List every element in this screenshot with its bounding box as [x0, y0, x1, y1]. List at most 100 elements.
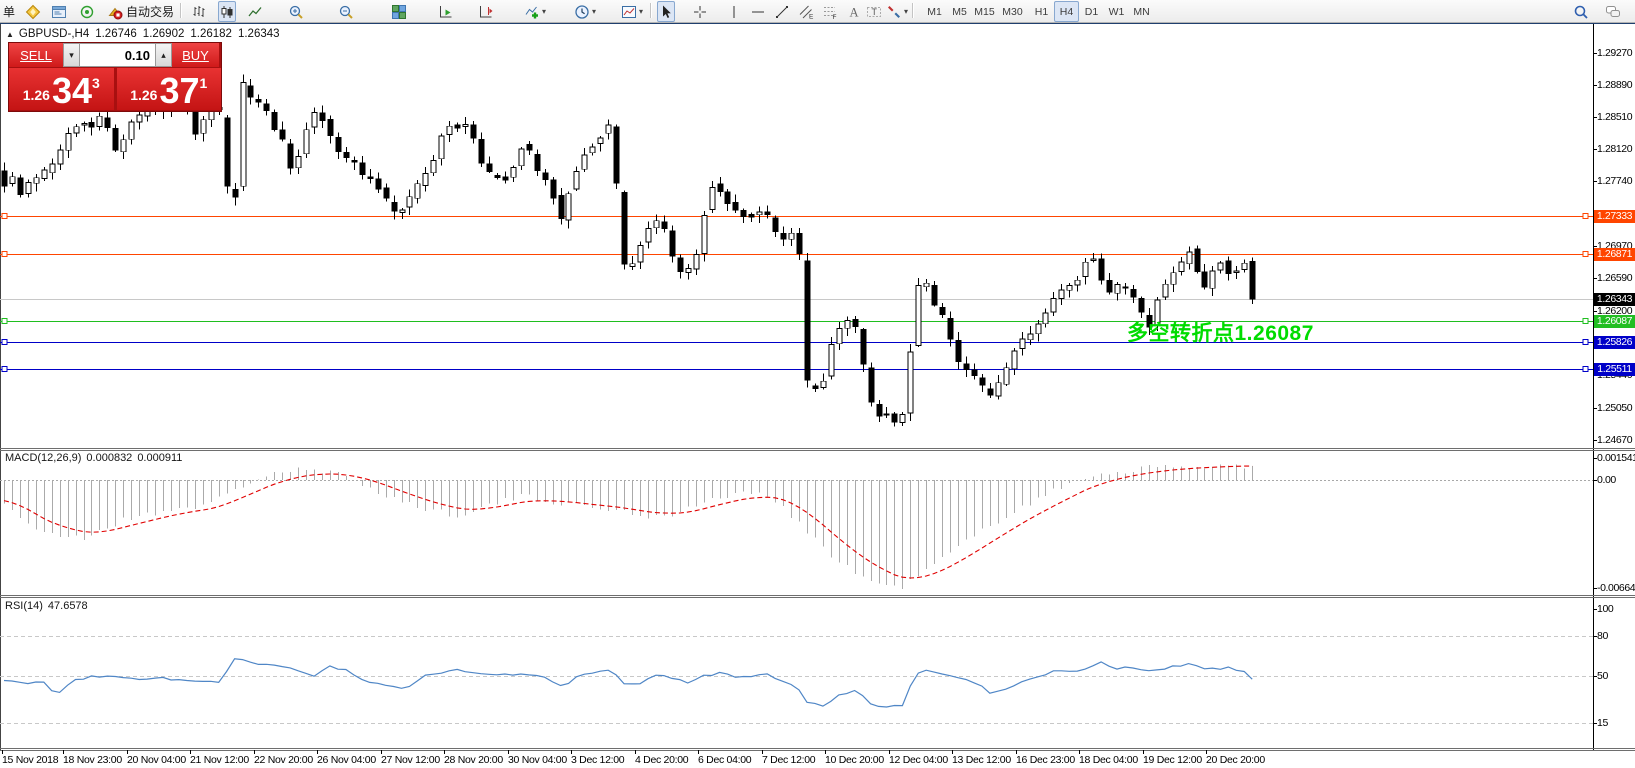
rsi-tick-label: 50: [1597, 670, 1608, 682]
toolbar-candle-chart-button[interactable]: [218, 1, 236, 22]
tile-windows-icon: [392, 4, 406, 19]
metaeditor-icon: [25, 4, 41, 19]
volume-input[interactable]: [80, 43, 155, 67]
time-axis-label: 26 Nov 04:00: [317, 754, 376, 766]
toolbar-zoom-in-button[interactable]: [287, 1, 305, 22]
toolbar-zoom-out-button[interactable]: [337, 1, 355, 22]
toolbar-terminal-button[interactable]: [50, 1, 68, 22]
price-line-label: 1.26871: [1594, 247, 1635, 261]
sell-button[interactable]: SELL: [9, 43, 63, 67]
toolbar-vertical-line-button[interactable]: [725, 1, 743, 22]
toolbar-periods-button[interactable]: ▾: [573, 1, 597, 22]
collapse-arrow-icon[interactable]: ▲: [6, 30, 14, 39]
high-value: 1.26902: [142, 28, 185, 40]
price-tick-label: 1.28890: [1597, 79, 1633, 91]
toolbar-metaeditor-button[interactable]: [24, 1, 42, 22]
time-axis-label: 22 Nov 20:00: [254, 754, 313, 766]
toolbar-chart-shift-button[interactable]: [477, 1, 495, 22]
dropdown-caret-icon: ▾: [542, 6, 547, 16]
toolbar-auto-scroll-button[interactable]: [437, 1, 455, 22]
toolbar-chat-button[interactable]: [1604, 1, 1622, 22]
buy-price[interactable]: 1.26 37 1: [116, 68, 221, 110]
svg-text:A: A: [850, 5, 859, 19]
macd-signal-line: [3, 465, 1253, 579]
buy-button[interactable]: BUY: [172, 43, 219, 67]
toolbar-text-button[interactable]: A: [845, 1, 863, 22]
crosshair-icon: [694, 5, 706, 18]
timeframe-M1-button[interactable]: M1: [927, 5, 942, 18]
zoom-in-icon: [289, 5, 303, 19]
macd-histogram: [4, 464, 1253, 590]
toolbar-horizontal-line-button[interactable]: [749, 1, 767, 22]
timeframe-M30-button[interactable]: M30: [1002, 5, 1023, 18]
text-label-icon: T: [867, 6, 881, 17]
toolbar-crosshair-button[interactable]: [691, 1, 709, 22]
time-axis-label: 10 Dec 20:00: [825, 754, 884, 766]
volume-increase-button[interactable]: ▴: [155, 43, 172, 67]
timeframe-H4-button[interactable]: H4: [1054, 1, 1079, 22]
time-axis-label: 7 Dec 12:00: [762, 754, 816, 766]
dropdown-caret-icon: ▾: [904, 6, 909, 16]
price-line-label: 1.26087: [1594, 314, 1635, 328]
sell-price[interactable]: 1.26 34 3: [9, 68, 114, 110]
price-tick-label: 1.26590: [1597, 272, 1633, 284]
macd-label: MACD(12,26,9): [5, 452, 82, 464]
timeframe-M15-button[interactable]: M15: [974, 5, 995, 18]
open-value: 1.26746: [95, 28, 137, 40]
text-icon: A: [850, 5, 859, 19]
timeframe-D1-button[interactable]: D1: [1084, 5, 1099, 18]
time-axis-label: 19 Dec 12:00: [1143, 754, 1202, 766]
horizontal-line-objects[interactable]: [0, 213, 1593, 372]
toolbar-fibonacci-button[interactable]: F: [821, 1, 839, 22]
price-tick-label: 1.26200: [1597, 305, 1633, 317]
macd-tick-label: -0.006642: [1597, 582, 1635, 594]
toolbar-autotrading-button[interactable]: 自动交易: [106, 1, 175, 22]
toolbar-text-label-button[interactable]: T: [865, 1, 883, 22]
price-tick-label: 1.24670: [1597, 434, 1633, 446]
price-line-label: 1.25511: [1594, 362, 1635, 376]
line-chart-icon: [248, 6, 262, 16]
rsi-value: 47.6578: [47, 600, 88, 612]
timeframe-H1-button[interactable]: H1: [1034, 5, 1049, 18]
toolbar-template-button[interactable]: ▾: [620, 1, 644, 22]
time-axis-label: 20 Dec 20:00: [1206, 754, 1265, 766]
zoom-out-icon: [339, 5, 353, 19]
toolbar-new-order-button[interactable]: 单: [3, 5, 16, 19]
toolbar-separator: [650, 3, 651, 18]
toolbar-search-button[interactable]: [1572, 1, 1590, 22]
annotation-text[interactable]: 多空转折点1.26087: [1127, 322, 1314, 345]
time-axis-label: 4 Dec 20:00: [635, 754, 689, 766]
volume-decrease-button[interactable]: ▾: [63, 43, 80, 67]
time-axis-label: 13 Dec 12:00: [952, 754, 1011, 766]
time-axis-label: 3 Dec 12:00: [571, 754, 625, 766]
toolbar-tile-windows-button[interactable]: [390, 1, 408, 22]
toolbar-signal-button[interactable]: [78, 1, 96, 22]
toolbar-bar-chart-button[interactable]: [190, 1, 208, 22]
macd-tick-label: 0.00: [1597, 474, 1616, 486]
timeframe-MN-button[interactable]: MN: [1133, 5, 1150, 18]
timeframe-W1-button[interactable]: W1: [1108, 5, 1125, 18]
toolbar-trend-line-button[interactable]: [773, 1, 791, 22]
price-line-label: 1.25826: [1594, 335, 1635, 349]
toolbar-cursor-button[interactable]: [657, 1, 675, 22]
autotrading-icon: [108, 7, 123, 19]
horizontal-line-icon: [752, 11, 764, 12]
price-tick-label: 1.27740: [1597, 175, 1633, 187]
toolbar-equidistant-channel-button[interactable]: E: [797, 1, 815, 22]
toolbar-arrows-button[interactable]: ▾: [885, 1, 909, 22]
macd-panel-header: MACD(12,26,9) 0.000832 0.000911: [5, 452, 187, 464]
time-axis-label: 27 Nov 12:00: [381, 754, 440, 766]
toolbar-line-chart-button[interactable]: [246, 1, 264, 22]
toolbar-separator: [912, 3, 913, 18]
timeframe-M5-button[interactable]: M5: [952, 5, 967, 18]
vertical-line-icon: [733, 5, 735, 18]
periods-icon: [575, 4, 589, 19]
caret-up-icon: ▴: [161, 49, 166, 60]
svg-text:F: F: [833, 14, 837, 20]
arrows-icon: [888, 5, 900, 18]
toolbar-add-indicator-button[interactable]: ▾: [523, 1, 547, 22]
chat-icon: [1606, 5, 1620, 17]
macd-tick-label: 0.001541: [1597, 452, 1635, 464]
add-indicator-icon: [525, 6, 538, 18]
